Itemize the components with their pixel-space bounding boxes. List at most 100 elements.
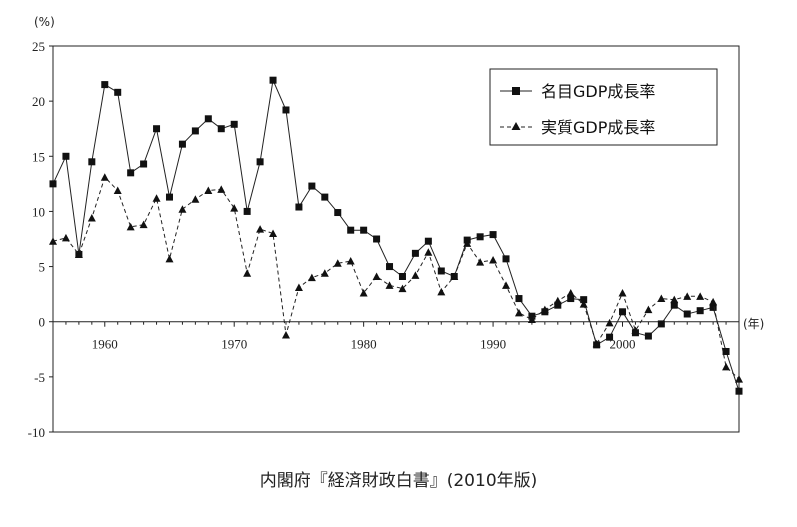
real-gdp-point [294,283,303,292]
y-tick-label: 10 [32,204,45,219]
nominal-gdp-point [437,267,445,275]
y-axis-ticks: 25 20 15 10 5 0 -5 -10 [28,39,53,440]
nominal-gdp-point [489,231,497,239]
real-gdp-point [605,318,614,327]
real-gdp-point [450,272,459,280]
nominal-gdp-point [683,310,691,318]
nominal-gdp-point [101,81,109,89]
x-axis-ticks: 1960 1970 1980 1990 2000 [52,321,740,352]
real-gdp-point [230,204,239,212]
real-gdp-point [592,339,601,348]
nominal-gdp-point [502,255,510,263]
real-gdp-point [307,273,316,282]
real-gdp-point [49,237,57,245]
real-gdp-point [553,296,562,305]
real-gdp-point [579,300,588,308]
real-gdp-point [709,297,718,306]
real-gdp-point [385,281,394,289]
real-gdp-point [126,222,135,231]
nominal-gdp-point [282,106,290,114]
nominal-gdp-point [243,207,251,215]
real-gdp-line [52,176,740,380]
nominal-gdp-point [386,263,394,271]
nominal-gdp-point [230,120,238,128]
nominal-gdp-point [670,301,678,309]
y-tick-label: 20 [32,94,45,109]
real-gdp-point [644,305,653,314]
y-tick-label: 5 [39,260,46,275]
real-gdp-point [333,259,342,267]
nominal-gdp-point [373,235,381,243]
real-gdp-point [670,295,679,304]
real-gdp-point [113,186,122,194]
real-gdp-point [256,225,265,233]
nominal-gdp-point [619,308,627,316]
nominal-gdp-point [657,320,665,328]
real-gdp-point [372,272,381,280]
real-gdp-point [217,185,226,193]
nominal-gdp-point [308,182,316,190]
real-gdp-point [411,271,420,279]
real-gdp-point [346,257,355,265]
real-gdp-point [87,214,96,222]
nominal-gdp-point [334,209,342,217]
x-unit-label: (年) [743,317,764,331]
nominal-gdp-point [735,387,743,395]
nominal-gdp-point [165,193,173,201]
real-gdp-point [424,248,433,256]
nominal-gdp-point [127,169,135,177]
legend-real-label: 実質GDP成長率 [541,118,655,137]
real-gdp-point [100,173,109,181]
x-tick-label: 1990 [480,337,506,352]
x-tick-label: 1980 [351,337,377,352]
legend-box [489,68,718,146]
real-gdp-point [683,292,692,300]
real-gdp-point [178,205,187,213]
nominal-gdp-point [476,233,484,241]
real-gdp-point [243,269,252,277]
nominal-gdp-point [204,115,212,123]
nominal-gdp-point [256,158,264,166]
nominal-gdp-point [567,295,575,303]
real-gdp-point [61,233,70,242]
nominal-gdp-point [269,76,277,84]
nominal-gdp-point [424,237,432,245]
series-layer [49,76,743,395]
real-gdp-point [566,289,575,297]
x-tick-label: 1970 [221,337,247,352]
real-gdp-point [191,195,200,203]
real-gdp-point [540,305,549,314]
real-gdp-point [657,294,666,303]
nominal-gdp-point [88,158,96,166]
real-gdp-point [463,239,472,247]
real-gdp-point [281,330,290,339]
nominal-gdp-point [178,140,186,148]
real-gdp-point [527,315,536,324]
source-caption: 内閣府『経済財政白書』(2010年版) [259,471,538,491]
nominal-gdp-point [515,295,523,303]
real-gdp-point [398,284,407,293]
nominal-gdp-point [398,272,406,280]
nominal-gdp-point [140,160,148,168]
nominal-gdp-point [295,203,303,211]
nominal-gdp-point [411,249,419,257]
nominal-gdp-point [217,125,225,133]
nominal-gdp-point [49,180,57,188]
real-gdp-point [631,326,640,335]
nominal-gdp-point [321,193,329,201]
nominal-gdp-point [722,347,730,355]
nominal-gdp-point [191,127,199,135]
y-tick-label: 0 [39,315,46,330]
real-gdp-point [204,186,213,194]
real-gdp-point [74,250,83,258]
y-unit-label: (%) [34,15,55,29]
nominal-gdp-point [709,303,717,311]
legend: 名目GDP成長率 実質GDP成長率 [489,68,718,146]
x-tick-label: 2000 [610,337,636,352]
real-gdp-point [165,254,174,263]
nominal-gdp-point [606,333,614,341]
nominal-gdp-point [62,152,70,160]
y-tick-label: 15 [32,149,45,164]
real-gdp-point [696,292,705,300]
